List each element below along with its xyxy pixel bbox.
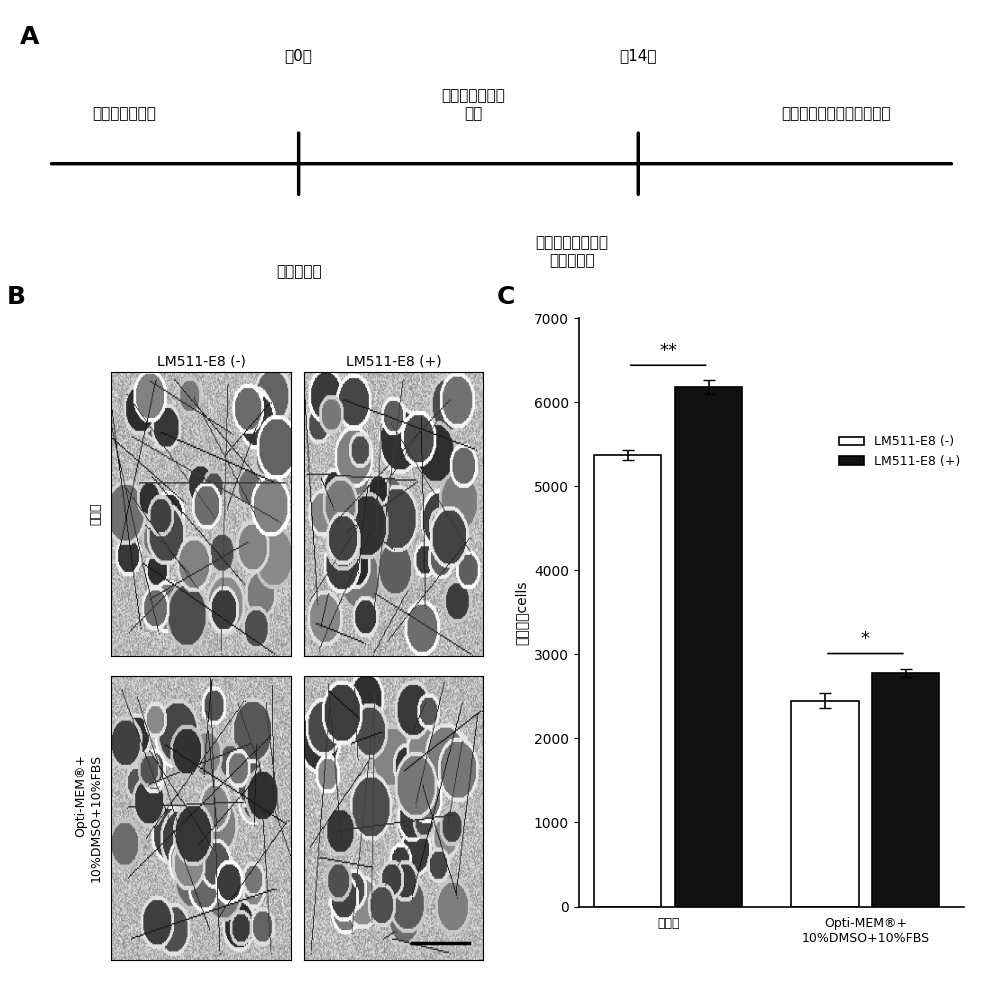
Text: LM511-E8 (-): LM511-E8 (-) — [157, 354, 245, 368]
Text: Opti-MEM®+
10%DMSO+10%FBS: Opti-MEM®+ 10%DMSO+10%FBS — [74, 754, 102, 882]
Text: 非保存: 非保存 — [89, 502, 102, 525]
Text: C: C — [496, 285, 515, 309]
Text: LM511-E8 (+): LM511-E8 (+) — [346, 354, 442, 368]
Text: 在培养板上进一步培养细胞: 在培养板上进一步培养细胞 — [781, 106, 891, 121]
Text: 第0天: 第0天 — [285, 48, 313, 63]
Text: 保存在冻结保存
物中: 保存在冻结保存 物中 — [441, 88, 505, 121]
Text: A: A — [20, 25, 40, 49]
Text: 第14天: 第14天 — [620, 48, 657, 63]
Text: 从冻结保存物中进
行细胞培养: 从冻结保存物中进 行细胞培养 — [535, 235, 609, 268]
Text: B: B — [7, 285, 26, 309]
Text: 从培养板上采集: 从培养板上采集 — [92, 106, 156, 121]
Text: 冻结保存物: 冻结保存物 — [276, 264, 322, 279]
